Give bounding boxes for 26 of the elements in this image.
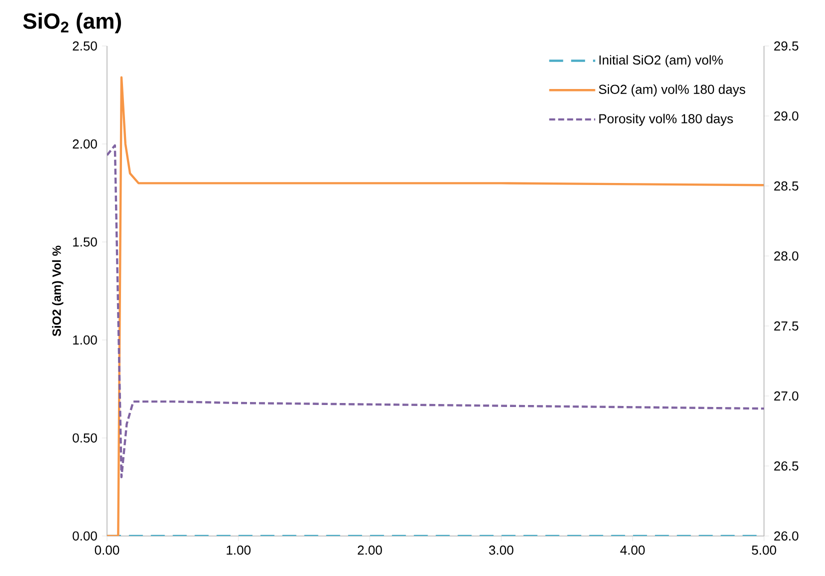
y2-tick-label: 26.5 [774,461,798,471]
y-tick-label: 2.50 [72,41,97,51]
line-series [107,144,764,478]
y2-tick-label: 26.0 [774,531,798,541]
x-tick-label: 2.00 [358,546,382,555]
x-tick-label: 1.00 [226,546,251,555]
y-axis-title: SiO2 (am) Vol % [52,246,64,336]
legend-label: Initial SiO2 (am) vol% [599,55,723,68]
x-tick-label: 5.00 [752,546,776,555]
y-tick-label: 0.00 [72,531,97,541]
y2-tick-label: 29.5 [774,41,798,51]
y2-tick-label: 28.0 [774,251,798,261]
y2-tick-label: 28.5 [774,181,798,191]
x-tick-label: 3.00 [489,546,514,555]
y-tick-label: 1.50 [73,237,97,247]
x-tick-label: 4.00 [620,546,645,555]
y2-tick-label: 27.0 [774,391,798,401]
y-tick-label: 1.00 [73,335,97,345]
x-tick-label: 0.00 [94,546,120,555]
legend-label: SiO2 (am) vol% 180 days [598,84,746,97]
legend-label: Porosity vol% 180 days [599,114,733,126]
y-tick-label: 2.00 [72,139,97,149]
chart-title: SiO$_{2}$ (am) [23,12,121,34]
y2-tick-label: 29.0 [774,111,798,121]
y-tick-label: 0.50 [72,433,97,443]
y2-tick-label: 27.5 [774,321,798,331]
